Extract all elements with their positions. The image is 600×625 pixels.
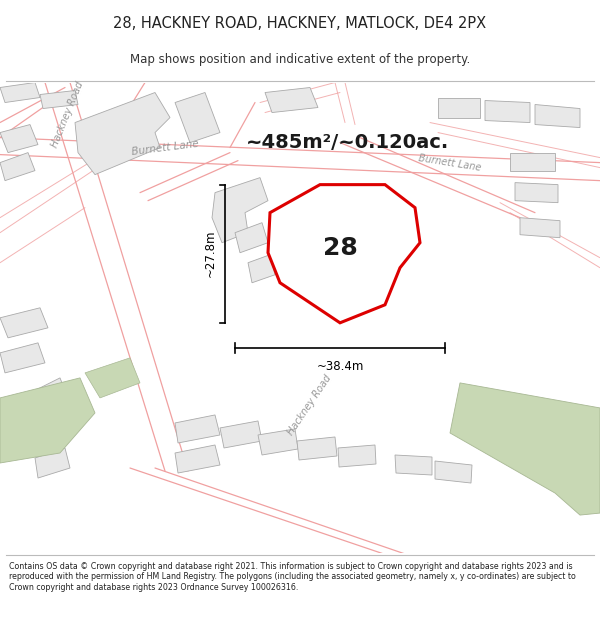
Polygon shape [85, 358, 140, 398]
Polygon shape [175, 92, 220, 142]
Polygon shape [265, 88, 318, 112]
Polygon shape [175, 415, 220, 443]
Polygon shape [30, 415, 68, 445]
Text: ~38.4m: ~38.4m [316, 360, 364, 373]
Polygon shape [435, 461, 472, 483]
Text: Map shows position and indicative extent of the property.: Map shows position and indicative extent… [130, 53, 470, 66]
Polygon shape [515, 182, 558, 203]
Polygon shape [175, 445, 220, 473]
Polygon shape [0, 378, 95, 463]
Polygon shape [35, 448, 70, 478]
Text: Hackney Road: Hackney Road [50, 80, 86, 149]
Text: ~485m²/~0.120ac.: ~485m²/~0.120ac. [247, 133, 449, 152]
Polygon shape [220, 421, 262, 448]
Polygon shape [258, 429, 298, 455]
Polygon shape [0, 124, 38, 152]
Text: Contains OS data © Crown copyright and database right 2021. This information is : Contains OS data © Crown copyright and d… [9, 562, 576, 591]
Polygon shape [535, 104, 580, 127]
Polygon shape [30, 378, 68, 413]
Polygon shape [297, 437, 337, 460]
Polygon shape [485, 101, 530, 122]
Polygon shape [75, 92, 170, 174]
Text: Burnett Lane: Burnett Lane [131, 139, 199, 157]
Polygon shape [235, 222, 268, 253]
Polygon shape [0, 308, 48, 338]
Polygon shape [338, 445, 376, 467]
Polygon shape [520, 217, 560, 238]
Polygon shape [438, 98, 480, 118]
Polygon shape [0, 152, 35, 181]
Polygon shape [248, 255, 275, 282]
Polygon shape [40, 91, 78, 109]
Text: Hackney Road: Hackney Road [286, 373, 334, 437]
Text: Burnett Lane: Burnett Lane [418, 152, 482, 173]
Polygon shape [268, 184, 420, 323]
Polygon shape [212, 177, 268, 242]
Text: 28, HACKNEY ROAD, HACKNEY, MATLOCK, DE4 2PX: 28, HACKNEY ROAD, HACKNEY, MATLOCK, DE4 … [113, 16, 487, 31]
Polygon shape [395, 455, 432, 475]
Polygon shape [510, 152, 555, 171]
Polygon shape [0, 343, 45, 373]
Text: 28: 28 [323, 236, 358, 260]
Polygon shape [0, 82, 40, 102]
Polygon shape [450, 383, 600, 515]
Text: ~27.8m: ~27.8m [204, 230, 217, 278]
